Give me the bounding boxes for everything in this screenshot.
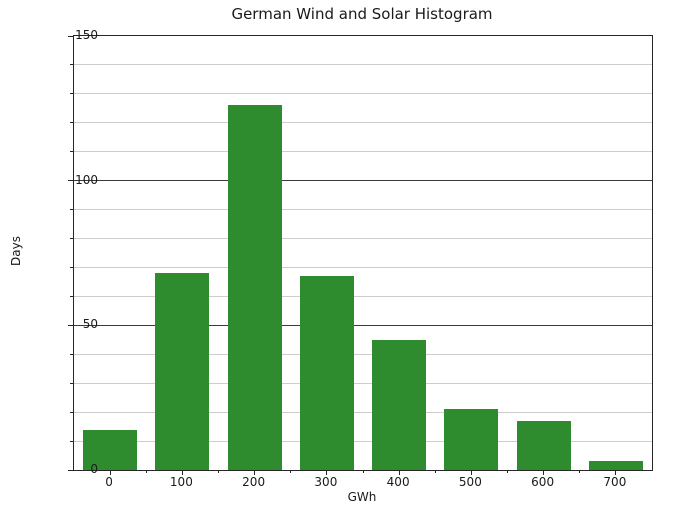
histogram-bar (444, 409, 499, 470)
x-tick-label: 400 (386, 475, 410, 489)
histogram-bar (588, 461, 643, 470)
x-major-tick (398, 470, 400, 475)
y-minor-tick (70, 93, 73, 95)
y-tick-label: 0 (90, 462, 98, 476)
x-major-tick (543, 470, 545, 475)
x-minor-tick (507, 470, 508, 473)
gridline-minor (74, 295, 652, 297)
x-tick-label: 200 (242, 475, 266, 489)
y-minor-tick (70, 64, 73, 66)
gridline-minor (74, 209, 652, 211)
x-tick-label: 700 (603, 475, 627, 489)
x-minor-tick (362, 470, 364, 473)
y-major-tick (68, 35, 73, 37)
y-minor-tick (70, 151, 73, 153)
gridline-minor (74, 411, 652, 413)
y-minor-tick (70, 382, 73, 384)
gridline-major (74, 324, 652, 326)
x-tick-label: 300 (314, 475, 338, 489)
y-minor-tick (70, 295, 73, 297)
x-major-tick (326, 470, 328, 475)
x-tick-label: 100 (169, 475, 193, 489)
gridline-minor (74, 382, 652, 384)
x-tick-label: 500 (458, 475, 482, 489)
x-tick-label: 0 (105, 475, 113, 489)
histogram-bar (516, 420, 571, 470)
y-tick-label: 150 (75, 28, 98, 42)
y-minor-tick (70, 353, 73, 355)
y-major-tick (68, 324, 73, 326)
x-minor-tick (579, 470, 581, 473)
plot-area (68, 35, 653, 475)
gridline-minor (74, 122, 652, 124)
histogram-bar (227, 105, 282, 470)
x-minor-tick (145, 470, 147, 473)
x-axis-label: GWh (347, 490, 377, 504)
y-major-tick (68, 469, 73, 471)
x-major-tick (181, 470, 183, 475)
gridline-minor (74, 353, 652, 355)
x-major-tick (615, 470, 617, 475)
gridline-minor (74, 93, 652, 95)
y-axis-label: Days (9, 236, 23, 266)
y-minor-tick (70, 266, 73, 268)
x-minor-tick (290, 470, 292, 473)
gridline-minor (74, 266, 652, 268)
x-major-tick (109, 470, 111, 475)
gridline-major (74, 180, 652, 182)
x-tick-label: 600 (531, 475, 555, 489)
gridline-minor (74, 64, 652, 66)
histogram-bar (372, 339, 427, 470)
x-major-tick (470, 470, 472, 475)
x-minor-tick (434, 470, 436, 473)
y-minor-tick (70, 209, 73, 211)
x-major-tick (254, 470, 256, 475)
y-tick-label: 50 (82, 317, 98, 332)
y-minor-tick (70, 122, 73, 124)
y-major-tick (68, 180, 73, 182)
histogram-bar (155, 273, 210, 470)
y-minor-tick (70, 440, 73, 442)
x-minor-tick (218, 470, 219, 473)
y-minor-tick (70, 238, 73, 240)
histogram-bar (83, 429, 138, 470)
y-minor-tick (70, 411, 73, 413)
y-tick-label: 100 (75, 172, 98, 187)
gridline-minor (74, 151, 652, 153)
chart-title: German Wind and Solar Histogram (231, 5, 493, 23)
histogram-bar (299, 276, 354, 470)
gridline-minor (74, 238, 652, 240)
gridline-minor (74, 440, 652, 442)
